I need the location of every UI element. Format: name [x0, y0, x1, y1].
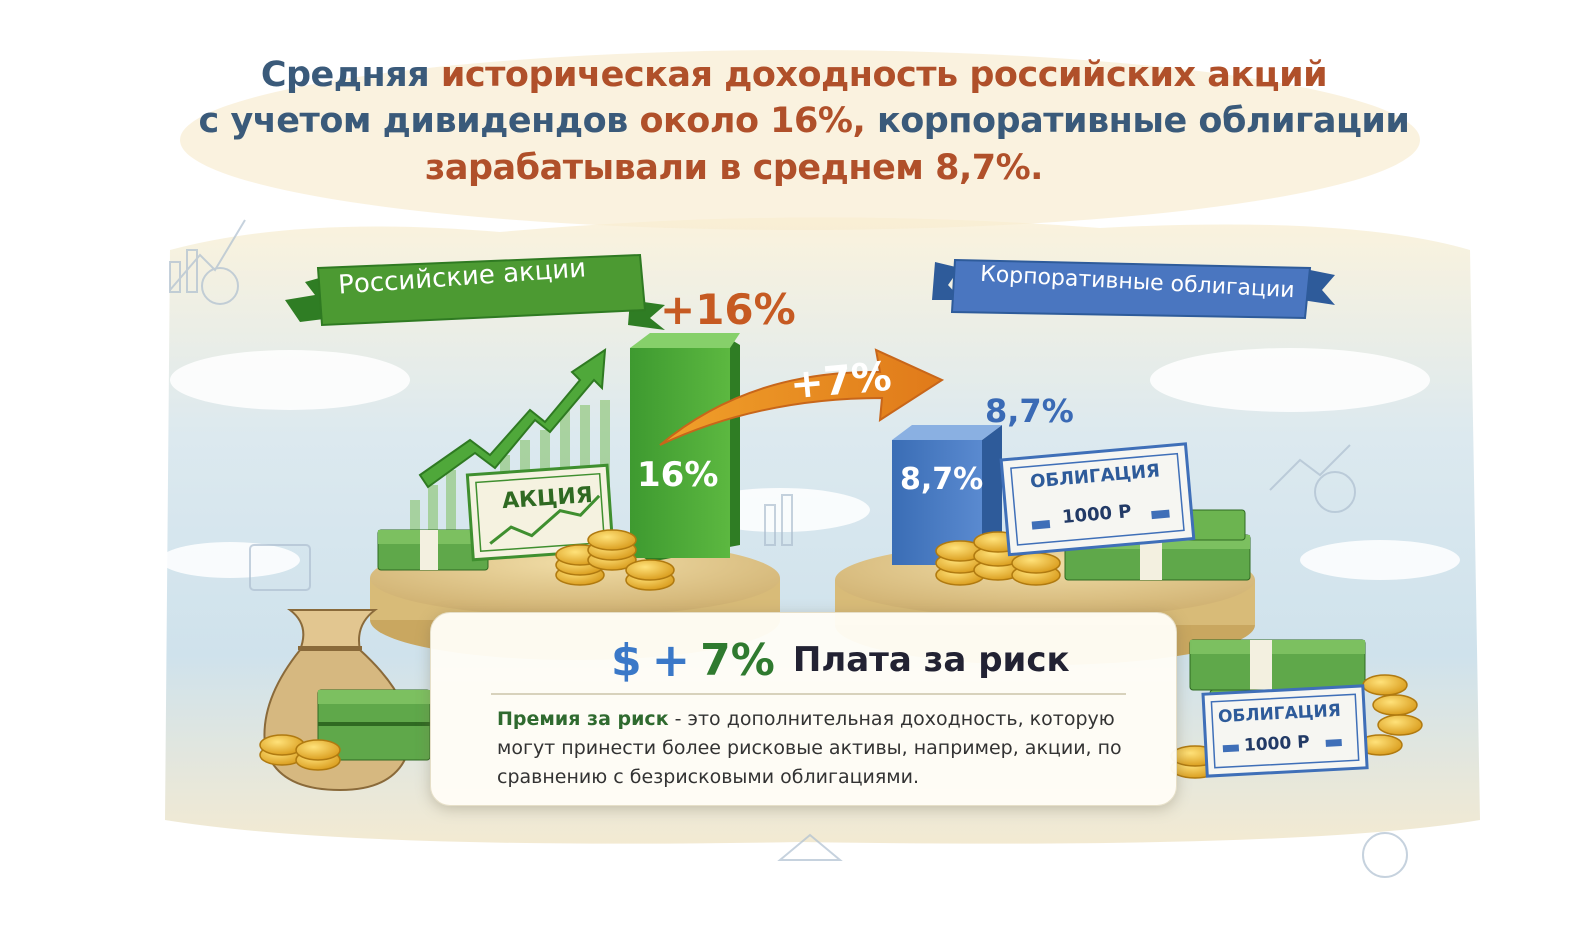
bond-certificate [999, 442, 1196, 557]
arrow-label: +7% [788, 353, 894, 409]
headline-part: Средняя [260, 55, 441, 95]
stock-trend-arrow [418, 348, 607, 489]
left-coins [555, 529, 675, 591]
card-heading: $ + 7% Плата за риск [611, 633, 1070, 687]
bonds-top-percent: 8,7% [985, 392, 1074, 430]
card-description: - это дополнительная доходность, которую… [497, 708, 1122, 788]
headline-part: с учетом дивидендов [198, 101, 640, 141]
stocks-banner [285, 253, 665, 330]
bg-chart-icon-right [249, 444, 1408, 878]
bonds-bar-label: 8,7% [900, 462, 984, 497]
headline-line-2: с учетом дивидендов около 16%, корпорати… [10, 101, 1588, 141]
headline-part: корпоративные облигации [876, 101, 1410, 141]
left-cash-stack [377, 529, 489, 571]
lower-left-cash [317, 689, 431, 761]
stocks-top-percent: +16% [660, 285, 796, 334]
headline-part: зарабатывали в среднем [425, 148, 936, 188]
stock-certificate [465, 463, 615, 562]
dollar-icon: $ [611, 634, 642, 686]
lower-left-coins [259, 734, 341, 771]
lower-bond-certificate [1201, 684, 1369, 778]
headline-part: 8,7%. [935, 148, 1043, 188]
card-divider [491, 693, 1126, 695]
card-term: Премия за риск [497, 708, 669, 730]
lower-bond-certificate-value: 1000 Р [1243, 732, 1311, 756]
stock-bar [630, 333, 740, 562]
plus-sign: + [651, 633, 691, 687]
bg-chart-icon-left [169, 219, 246, 305]
headline-line-1: Средняя историческая доходность российск… [0, 55, 1588, 95]
premium-percent: 7% [700, 634, 775, 686]
headline-part: около 16%, [639, 101, 877, 141]
card-title: Плата за риск [792, 640, 1070, 680]
headline-part: историческая доходность российских акций [440, 55, 1328, 95]
card-text: Премия за риск - это дополнительная дохо… [497, 705, 1147, 792]
bonds-banner [932, 258, 1335, 320]
headline-line-3: зарабатывали в среднем 8,7%. [0, 148, 1528, 188]
premium-arrow [659, 348, 945, 446]
risk-premium-card: $ + 7% Плата за риск Премия за риск - эт… [430, 612, 1177, 806]
stocks-bar-label: 16% [637, 455, 719, 495]
